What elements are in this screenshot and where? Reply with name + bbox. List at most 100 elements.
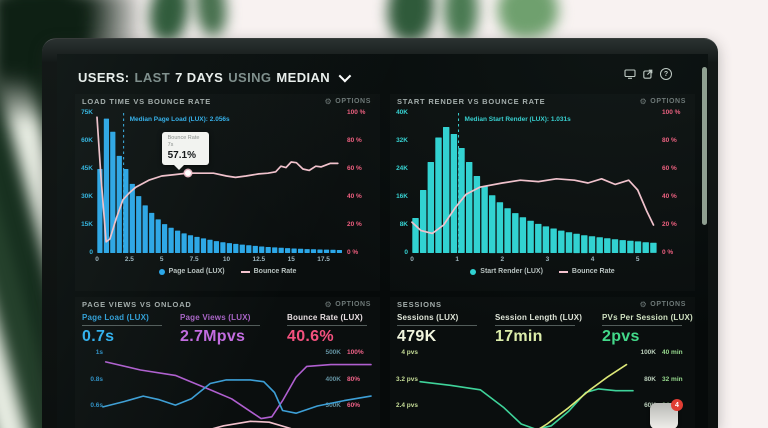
y-axis-tick-left: 15K [81, 221, 93, 228]
y-axis-tick-left: 0.8s [90, 376, 103, 383]
panel-header: LOAD TIME VS BOUNCE RATE ⚙ OPTIONS [82, 97, 371, 106]
x-axis-tick: 2.5 [124, 256, 134, 263]
legend-bounce-rate[interactable]: Bounce Rate [558, 268, 615, 275]
options-button[interactable]: ⚙ OPTIONS [325, 97, 372, 106]
y-axis-tick-right: 20 % [662, 221, 677, 228]
bounce-rate-line [96, 116, 339, 243]
metric-session-length[interactable]: Session Length (LUX) 17min [495, 313, 582, 346]
scrollbar[interactable] [702, 67, 707, 225]
histogram-bar [443, 127, 450, 253]
histogram-bar [323, 249, 330, 253]
panel-sessions: SESSIONS ⚙ OPTIONS Sessions (LUX) 479K S… [390, 297, 695, 428]
page-views-line [104, 361, 372, 420]
legend-start-render[interactable]: Start Render (LUX) [470, 268, 543, 275]
options-button[interactable]: ⚙ OPTIONS [640, 300, 687, 309]
legend-bounce-rate[interactable]: Bounce Rate [240, 268, 296, 275]
monitor-bezel: USERS: LAST 7 DAYS USING MEDIAN ? [42, 38, 718, 428]
metric-label: Session Length (LUX) [495, 313, 583, 322]
x-axis-tick: 5 [159, 256, 164, 263]
x-axis-tick: 4 [590, 256, 595, 263]
histogram-bar [427, 162, 434, 253]
metric-page-load[interactable]: Page Load (LUX) 0.7s [82, 313, 162, 346]
panel-load-time-vs-bounce-rate: LOAD TIME VS BOUNCE RATE ⚙ OPTIONS Media… [75, 94, 380, 291]
gear-icon: ⚙ [639, 96, 648, 106]
y-axis-tick-right: 80 % [347, 137, 362, 144]
metric-bounce-rate[interactable]: Bounce Rate (LUX) 40.6% [287, 313, 367, 346]
histogram-bar [550, 228, 557, 253]
y-axis-tick-right: 100% [347, 349, 364, 356]
histogram-bar [265, 247, 271, 253]
y-axis-tick-left: 1s [95, 349, 103, 356]
panel-header: START RENDER VS BOUNCE RATE ⚙ OPTIONS [397, 97, 686, 106]
median-annotation: Median Page Load (LUX): 2.056s [129, 116, 230, 123]
y-axis-tick-right: 0 % [347, 249, 359, 256]
metric-value: 40.6% [287, 328, 334, 345]
histogram-bars [97, 118, 342, 253]
histogram-bar [496, 202, 504, 254]
panel-header: SESSIONS ⚙ OPTIONS [397, 300, 686, 309]
metric-divider [397, 325, 477, 326]
histogram-bar [573, 233, 580, 254]
legend-page-load[interactable]: Page Load (LUX) [158, 268, 225, 275]
histogram-bar [187, 235, 194, 253]
chart-plot [102, 361, 372, 428]
histogram-bar [207, 239, 213, 253]
metric-page-views[interactable]: Page Views (LUX) 2.7Mpvs [180, 313, 260, 346]
y-axis-tick-left: 32K [396, 137, 408, 144]
options-label: OPTIONS [650, 98, 686, 105]
options-button[interactable]: ⚙ OPTIONS [639, 96, 687, 106]
y-axis-tick-right: 0 % [662, 249, 674, 256]
histogram-bar [604, 238, 611, 253]
histogram-bar [181, 233, 187, 253]
histogram-bar [596, 237, 603, 254]
chart-plot [96, 113, 342, 253]
panel-title: PAGE VIEWS VS ONLOAD [82, 300, 192, 309]
metric-label: Page Load (LUX) [82, 313, 150, 322]
dashboard-filter-title[interactable]: USERS: LAST 7 DAYS USING MEDIAN [78, 69, 352, 85]
highlighted-point [184, 170, 191, 177]
legend-line-icon [558, 270, 568, 273]
histogram-bar [175, 230, 181, 253]
share-icon[interactable] [643, 69, 653, 79]
chat-widget[interactable]: 4 [650, 399, 683, 428]
y-axis-tick-right: 400K [325, 376, 341, 383]
y-axis-tick-left: 8K [399, 221, 408, 228]
metric-pvs-per-session[interactable]: PVs Per Session (LUX) 2pvs [602, 313, 693, 346]
tooltip-value: 57.1% [167, 150, 196, 162]
histogram-bar [542, 226, 550, 253]
dashboard-topbar: USERS: LAST 7 DAYS USING MEDIAN [78, 65, 352, 89]
histogram-bar [129, 183, 135, 253]
topbar-icons: ? [624, 68, 672, 80]
y-axis-tick-left: 2.4 pvs [395, 402, 418, 409]
y-axis-tick-right: 40 % [662, 193, 677, 200]
options-button[interactable]: ⚙ OPTIONS [325, 300, 372, 309]
chart-plot [411, 113, 657, 254]
title-last: LAST [134, 69, 171, 85]
sessions-line [539, 363, 628, 428]
histogram-bar [581, 235, 588, 254]
histogram-bar [291, 248, 297, 253]
metric-label: PVs Per Session (LUX) [602, 313, 693, 322]
histogram-bar [233, 243, 239, 253]
histogram-bar [310, 249, 317, 253]
help-icon[interactable]: ? [660, 68, 672, 80]
histogram-bar [489, 195, 496, 254]
monitor-icon[interactable] [624, 69, 636, 79]
y-axis-tick-right: 80% [347, 376, 361, 383]
x-axis-tick: 15 [287, 256, 295, 263]
y-axis-tick-left: 0 [89, 249, 93, 256]
title-median: MEDIAN [276, 69, 331, 85]
y-axis-tick-left: 0 [404, 249, 408, 256]
y-axis-tick-right: 300K [325, 402, 341, 409]
x-axis-tick: 2 [500, 256, 505, 263]
y-axis-tick-left: 16K [396, 193, 408, 200]
metric-divider [495, 325, 575, 326]
histogram-bar [220, 242, 226, 253]
metric-sessions[interactable]: Sessions (LUX) 479K [397, 313, 477, 346]
legend-dot-icon [158, 268, 165, 275]
histogram-bar [527, 220, 534, 253]
notification-badge: 4 [671, 399, 683, 411]
histogram-bar [304, 249, 310, 253]
histogram-bar [450, 134, 458, 253]
chevron-down-icon [338, 69, 352, 82]
